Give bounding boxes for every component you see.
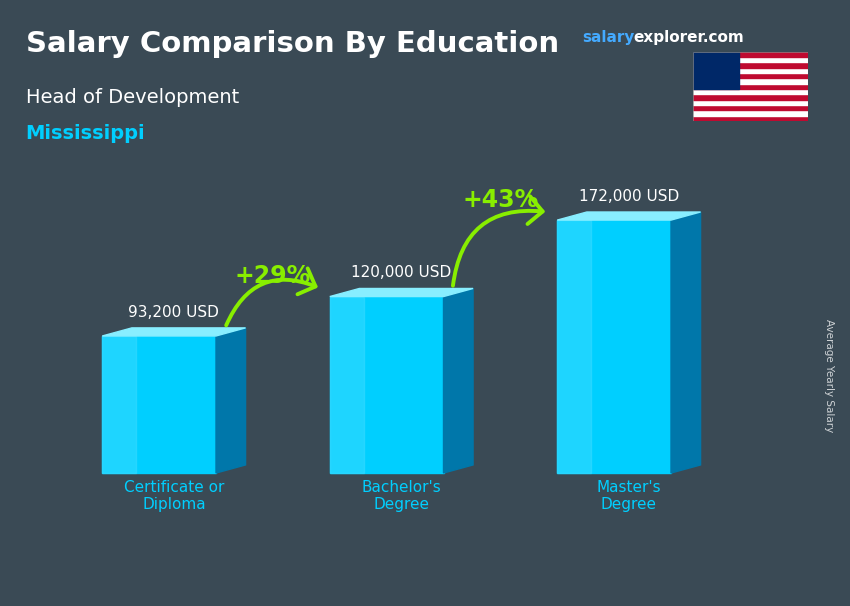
Bar [102,336,216,473]
Polygon shape [671,212,700,473]
Text: Certificate or
Diploma: Certificate or Diploma [124,479,224,512]
Polygon shape [216,328,246,473]
Text: explorer.com: explorer.com [633,30,744,45]
Bar [693,73,808,78]
Bar [693,62,808,68]
Text: Bachelor's
Degree: Bachelor's Degree [361,479,441,512]
Text: Mississippi: Mississippi [26,124,145,143]
FancyArrowPatch shape [453,196,542,285]
Bar [558,220,671,473]
Text: 93,200 USD: 93,200 USD [128,305,219,320]
Bar [102,336,136,473]
Bar [693,52,808,57]
Text: Salary Comparison By Education: Salary Comparison By Education [26,30,558,58]
Bar [693,57,808,62]
Bar [693,89,808,95]
Bar [330,296,364,473]
Text: salary: salary [582,30,635,45]
Bar [693,116,808,121]
Text: +29%: +29% [235,264,311,288]
Bar [693,68,808,73]
Bar [558,220,592,473]
Bar [693,78,808,84]
Text: Head of Development: Head of Development [26,88,239,107]
FancyArrowPatch shape [226,268,315,325]
Polygon shape [102,328,246,336]
Bar [693,52,739,89]
Polygon shape [330,288,473,296]
Text: 120,000 USD: 120,000 USD [351,265,451,281]
Bar [693,84,808,89]
Bar [693,95,808,100]
Polygon shape [558,212,700,220]
Text: +43%: +43% [462,188,539,211]
Polygon shape [444,288,473,473]
Text: Average Yearly Salary: Average Yearly Salary [824,319,834,432]
Text: 172,000 USD: 172,000 USD [579,189,679,204]
Text: Master's
Degree: Master's Degree [597,479,661,512]
Bar [693,100,808,105]
Bar [693,110,808,116]
Bar [330,296,444,473]
Bar [693,105,808,110]
